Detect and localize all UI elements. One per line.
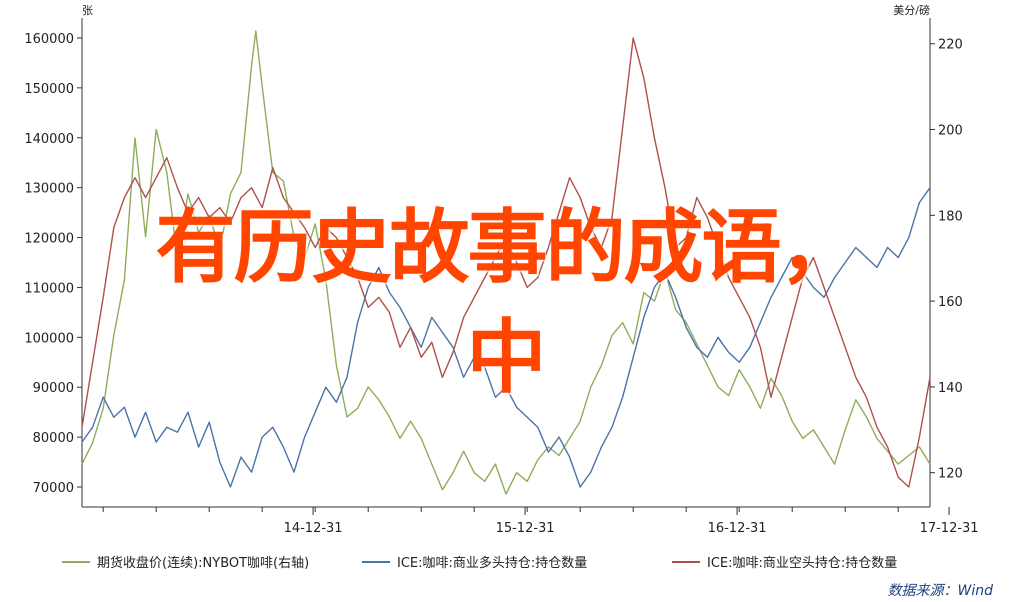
right-tick-label: 200	[938, 124, 963, 139]
left-axis-unit: 张	[82, 4, 93, 17]
left-tick-label: 100000	[24, 331, 74, 346]
left-tick-label: 160000	[24, 32, 74, 47]
right-axis-unit: 美分/磅	[893, 3, 930, 17]
left-tick-label: 130000	[24, 182, 74, 197]
series-line-2	[81, 187, 931, 488]
right-axis: 120 140 160 180 200 220 美分/磅	[893, 3, 963, 482]
legend-label-2: ICE:咖啡:商业多头持仓:持仓数量	[397, 555, 587, 571]
left-axis: 70000 80000 90000 100000 110000 120000 130000 1…	[24, 4, 93, 496]
series-line-1	[81, 30, 931, 495]
right-tick-label: 120	[938, 467, 963, 482]
left-tick-label: 120000	[24, 232, 74, 247]
right-tick-label: 180	[938, 209, 963, 224]
x-axis: 14-12-31 15-12-31 16-12-31 17-12-31	[102, 507, 979, 536]
right-tick-label: 160	[938, 295, 963, 310]
left-tick-label: 90000	[33, 381, 74, 396]
legend-label-1: 期货收盘价(连续):NYBOT咖啡(右轴)	[97, 555, 309, 571]
overlay-title-line1: 有历史故事的成语，	[155, 201, 860, 294]
x-tick-label: 16-12-31	[708, 521, 767, 536]
series-layer	[81, 30, 931, 495]
x-tick-label: 15-12-31	[496, 521, 555, 536]
x-tick-label: 14-12-31	[284, 521, 343, 536]
legend: 期货收盘价(连续):NYBOT咖啡(右轴) ICE:咖啡:商业多头持仓:持仓数量 I…	[62, 555, 897, 571]
left-tick-label: 110000	[24, 281, 74, 296]
right-tick-label: 220	[938, 38, 963, 53]
left-tick-label: 80000	[33, 431, 74, 446]
data-source-note: 数据来源：Wind	[887, 583, 994, 599]
left-tick-label: 140000	[24, 132, 74, 147]
x-tick-label: 17-12-31	[920, 521, 979, 536]
legend-label-3: ICE:咖啡:商业空头持仓:持仓数量	[707, 556, 897, 571]
overlay-title-line2: 中	[466, 311, 547, 404]
series-line-3	[81, 37, 931, 488]
right-tick-label: 140	[938, 381, 963, 396]
left-tick-label: 150000	[24, 82, 74, 97]
left-tick-label: 70000	[33, 481, 74, 496]
